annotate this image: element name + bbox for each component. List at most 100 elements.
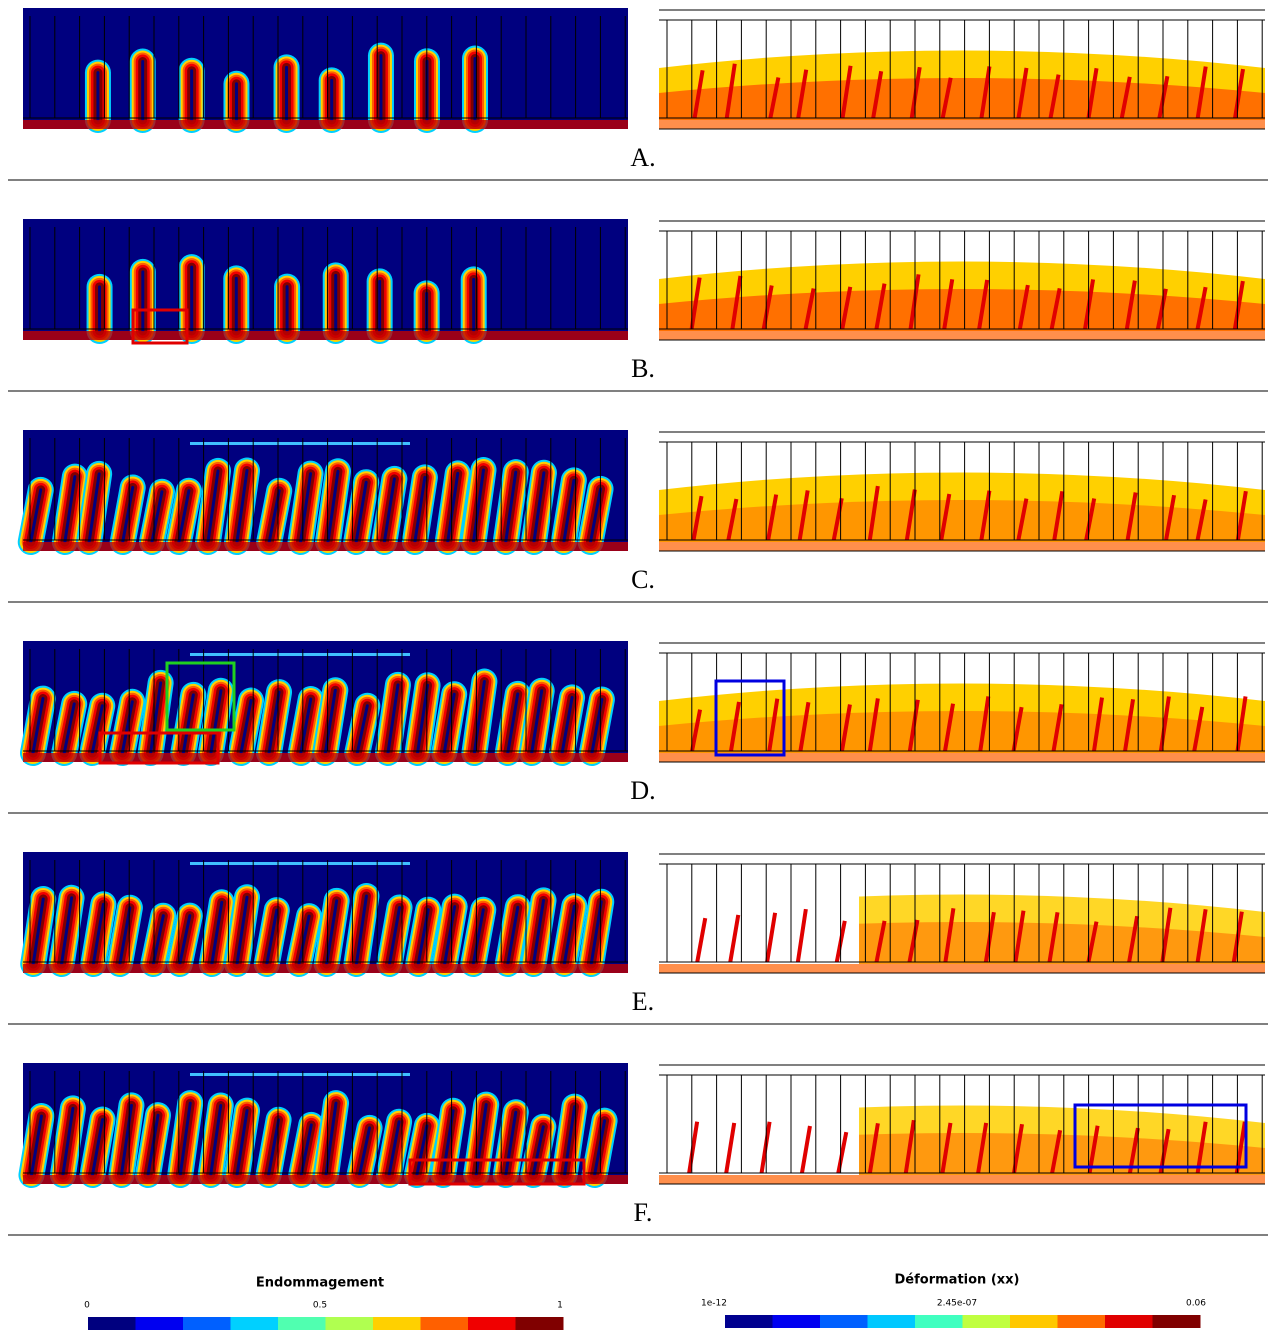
damage-base [23,331,628,340]
panel-label: E. [632,987,654,1016]
strain-streak [1086,921,1099,963]
top-crack [190,862,410,865]
highlight-box [714,679,786,757]
legends: Endommagement 0 0.5 1 Déformation (xx) 1… [84,1273,1206,1311]
strain-streak [1155,288,1168,330]
colorbar-cell [772,1315,821,1328]
panel-label: F. [634,1198,653,1227]
damage-base [23,753,628,762]
damage-finger [90,704,104,755]
damage-finger [146,1113,160,1177]
damage-finger [415,1124,429,1177]
strain-streak [1092,697,1104,752]
colorbar-cell [88,1317,136,1330]
damage-finger [210,900,224,966]
damage-finger [471,468,485,544]
damage-finger [120,700,134,755]
colorbar-cell [420,1317,469,1330]
legend-tick: 0.5 [313,1301,327,1311]
strain-streak [867,698,880,752]
strain-streak [840,286,853,330]
strain-streak [840,65,853,119]
damage-base [23,542,628,551]
damage-finger [387,1120,401,1177]
damage-finger [388,905,402,966]
damage-finger [504,1110,518,1177]
strain-streak [795,908,808,963]
strain-streak [867,485,880,541]
damage-finger [446,471,460,544]
strain-streak [1051,703,1064,752]
damage-finger [358,1126,372,1177]
strain-streak [1195,909,1208,963]
strain-streak [1195,66,1208,119]
damage-finger [235,469,249,544]
strain-streak [1047,911,1060,963]
strain-streak [839,704,852,752]
damage-finger [29,488,43,544]
legend-tick: 0 [84,1301,90,1311]
damage-finger [235,895,249,966]
strain-gap [659,882,859,964]
strain-streak [766,494,779,541]
strain-streak [765,912,778,963]
strain-streak [691,495,704,541]
strain-base [659,1175,1265,1184]
strain-streak [1233,68,1246,119]
highlight-box [131,308,189,345]
colorbar-cell [183,1317,231,1330]
strain-streak [939,493,952,541]
panels: A. B. C. D. E. F. [8,8,1268,1236]
colorbar-cell [725,1315,773,1328]
strain-base [659,542,1265,551]
strain-streak [1087,1125,1100,1174]
highlight-box [165,661,236,732]
highlight-box [408,1158,586,1186]
strain-streak [1234,1121,1247,1174]
damage-finger [62,702,76,755]
damage-finger [60,896,74,966]
strain-streak [979,490,992,541]
strain-streak [803,288,816,330]
damage-finger [563,1105,577,1177]
damage-base [23,964,628,973]
strain-streak [1160,907,1173,963]
damage-finger [31,897,45,966]
damage-finger [91,1118,105,1177]
colorbar-cell [515,1317,564,1330]
strain-streak [1195,286,1208,330]
legend-title: Endommagement [256,1276,384,1291]
colorbar-cell [1057,1315,1106,1328]
damage-base [23,1175,628,1184]
damage-finger [443,905,457,966]
damage-finger [178,914,192,966]
damage-finger [354,894,368,966]
strain-streak [1084,498,1097,541]
strain-streak [1048,74,1061,119]
panel-row: F. [8,1063,1268,1236]
damage-base [23,120,628,129]
panel-row: C. [8,430,1268,603]
strain-streak [1011,706,1024,752]
strain-streak [1235,696,1248,752]
damage-finger [504,470,518,544]
damage-finger [560,695,574,755]
strain-base [659,120,1265,129]
colorbar-cell [962,1315,1011,1328]
damage-finger [589,900,603,966]
colorbar-cell [1152,1315,1201,1328]
damage-finger [386,683,400,755]
damage-finger [442,692,456,755]
panel-label: D. [630,776,655,805]
strain-streak [1124,280,1137,330]
strain-streak [1050,1129,1063,1174]
colorbar-cell [373,1317,421,1330]
damage-finger [121,485,135,544]
strain-streak [907,699,920,752]
colorbar-cell [135,1317,184,1330]
legend-tick: 2.45e-07 [937,1299,977,1309]
strain-streak [1016,498,1029,541]
strain-base [659,331,1265,340]
strain-streak [978,696,991,752]
strain-streak [1049,287,1062,330]
